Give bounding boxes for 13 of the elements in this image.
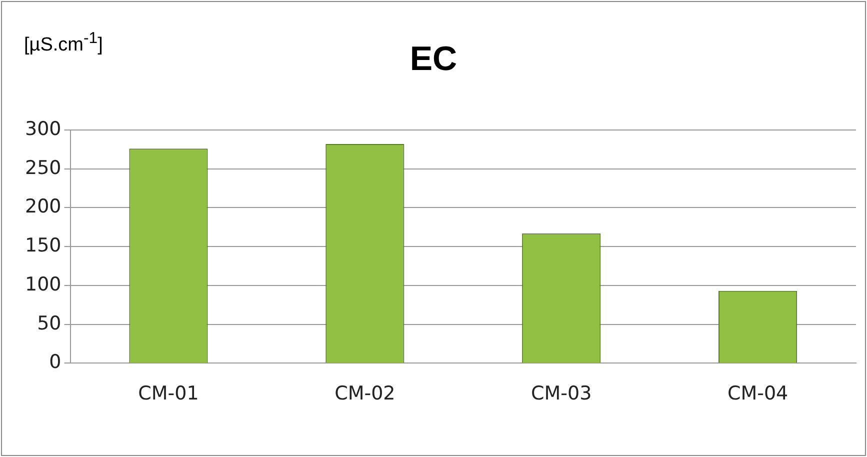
y-tick-label: 300 [25, 118, 62, 140]
y-tick-label: 50 [37, 312, 62, 334]
y-tick-label: 200 [25, 196, 62, 218]
chart-title: EC [410, 40, 458, 78]
x-tick-label: CM-01 [138, 382, 199, 405]
y-tick-label: 250 [25, 156, 62, 179]
y-tick-label: 0 [49, 351, 62, 374]
y-tick-label: 100 [25, 273, 62, 296]
x-tick-label: CM-02 [334, 382, 396, 405]
y-tick-label: 150 [25, 234, 62, 257]
x-tick-label: CM-04 [727, 382, 788, 405]
y-axis-title: [µS.cm$^{-1}$] [24, 30, 103, 56]
x-tick-label: CM-03 [531, 382, 592, 405]
